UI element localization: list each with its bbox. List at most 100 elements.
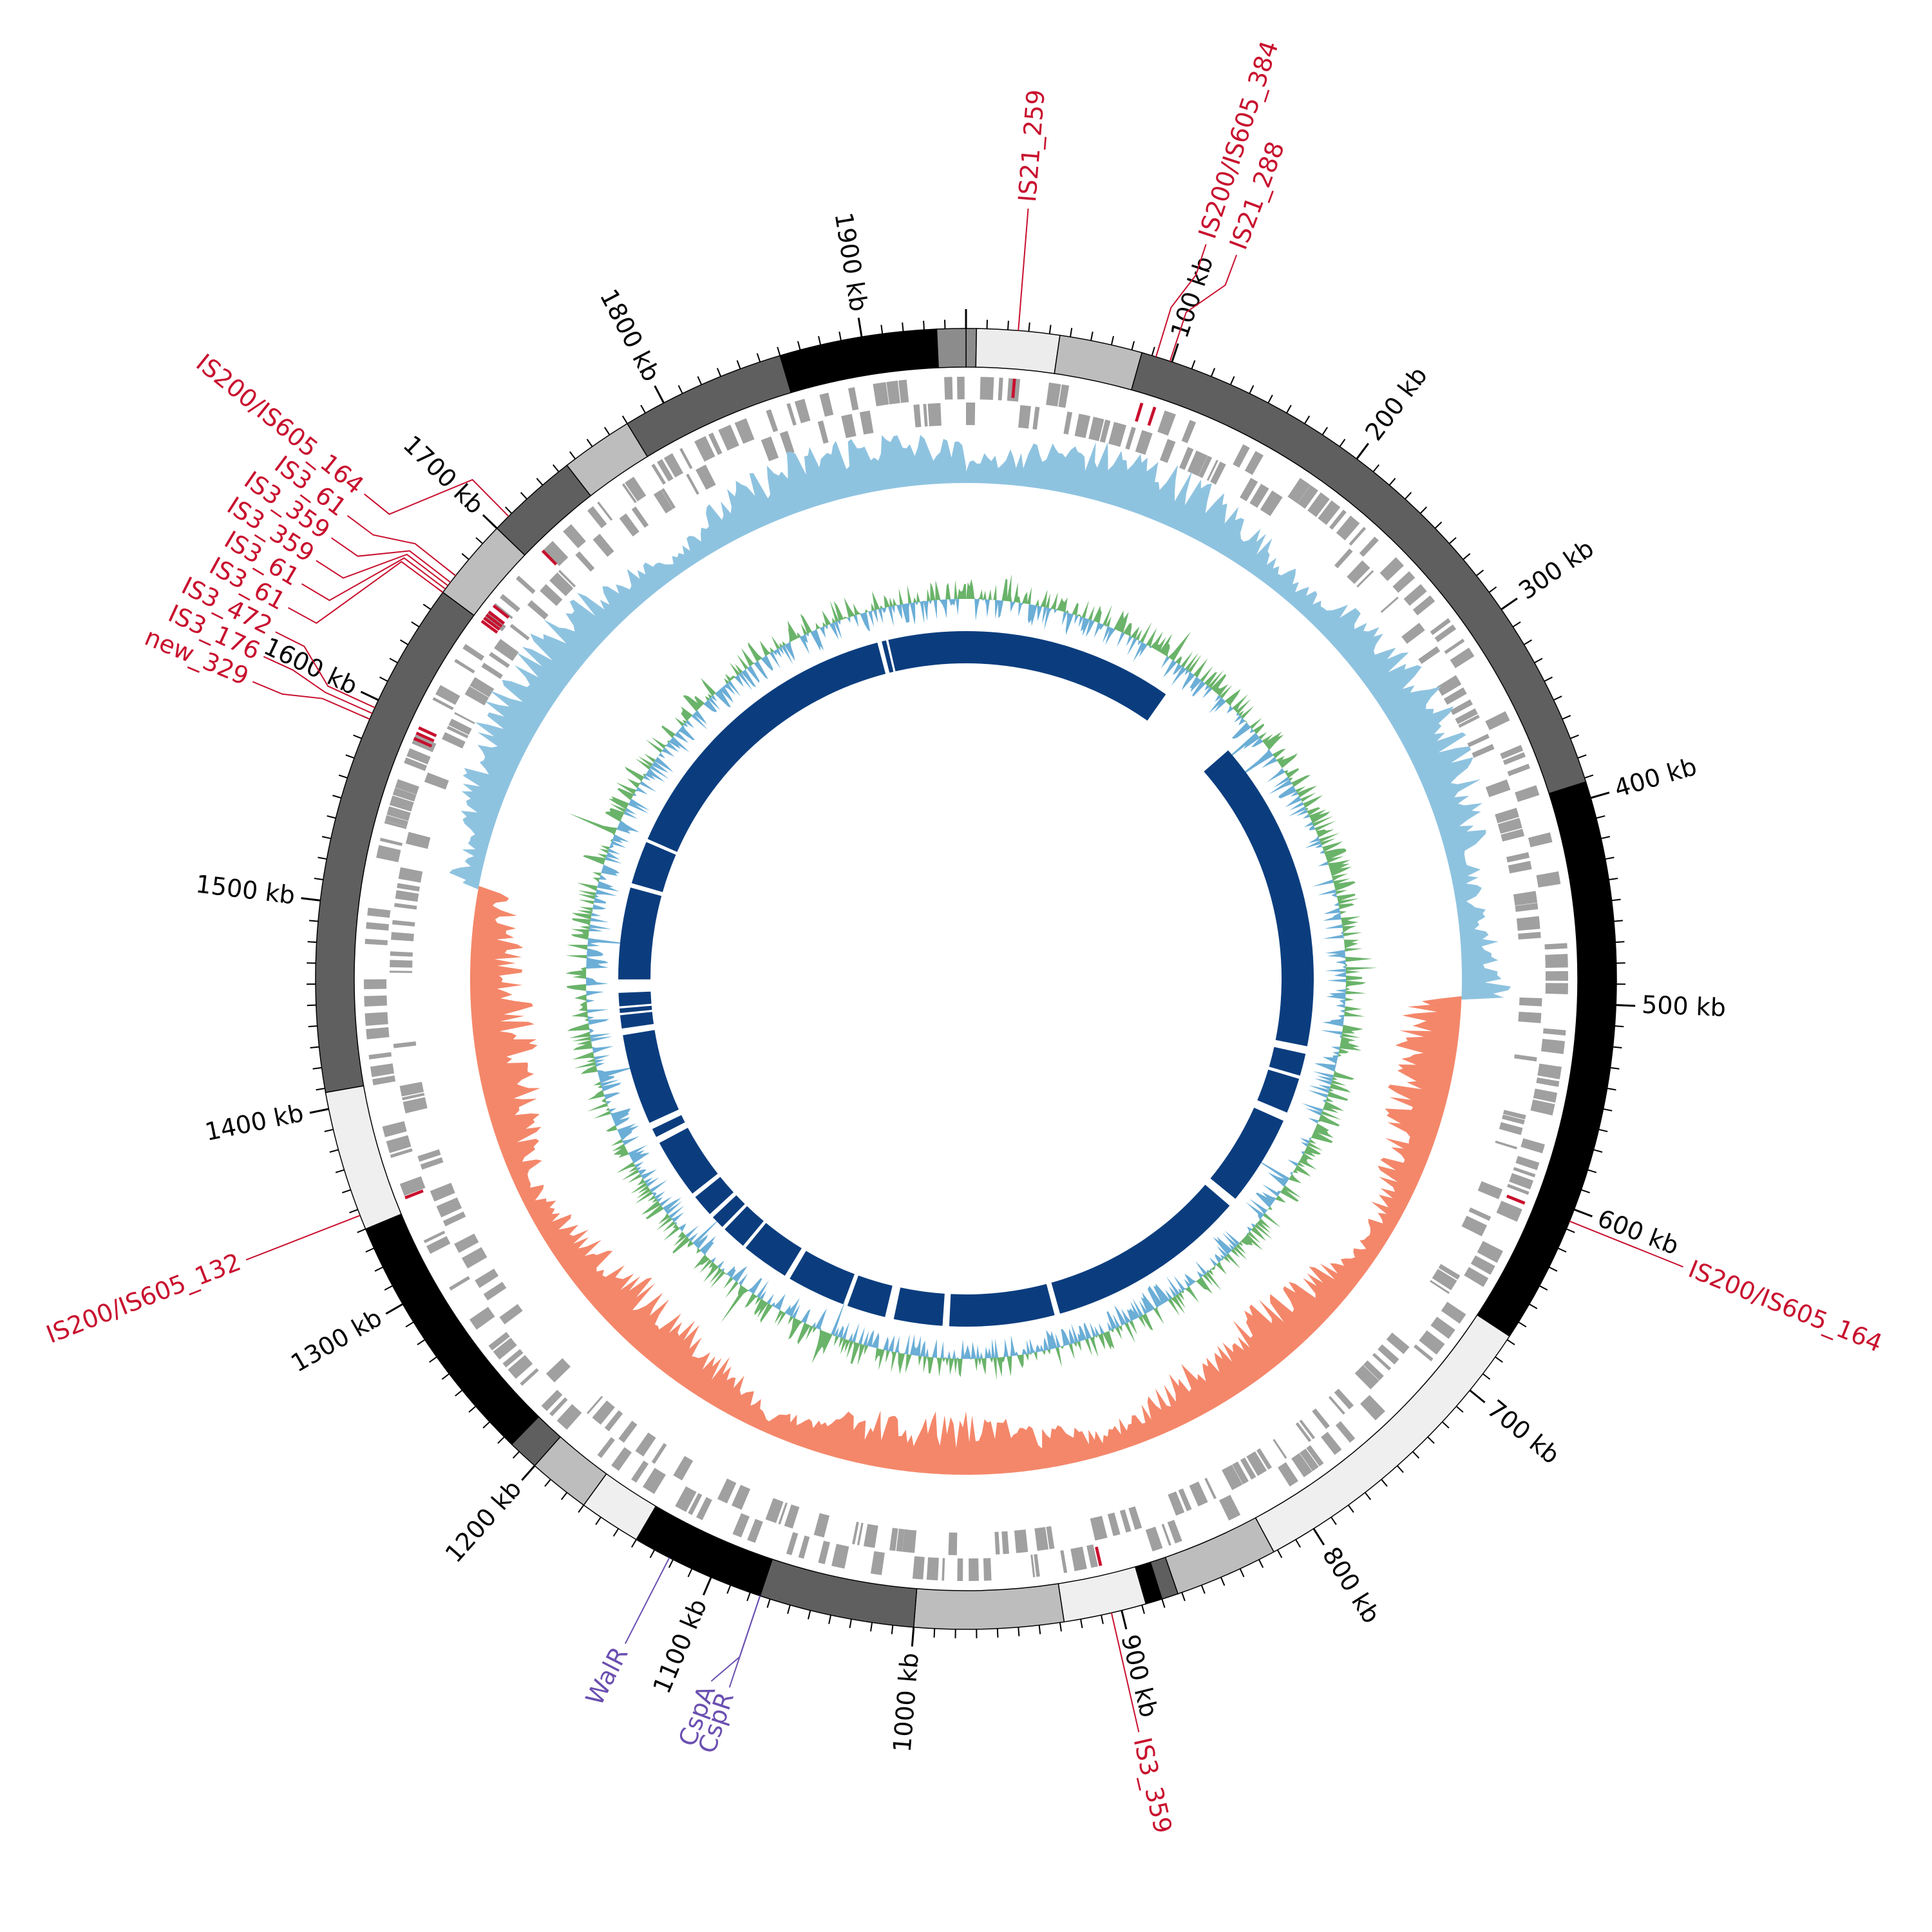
backbone-segment xyxy=(1164,1517,1275,1595)
is-element-mark xyxy=(415,732,435,743)
backbone-segment xyxy=(759,1558,918,1628)
gene-feature xyxy=(1063,411,1073,435)
is-element-label: IS200/IS605_164 xyxy=(1685,1255,1886,1358)
gene-feature xyxy=(1018,404,1031,429)
gene-feature xyxy=(957,377,965,400)
minor-tick xyxy=(384,1285,393,1291)
gene-feature xyxy=(1328,1396,1345,1415)
major-tick xyxy=(1171,343,1179,363)
backbone-segment xyxy=(325,1085,402,1230)
gene-feature xyxy=(1414,1344,1434,1361)
gene-feature xyxy=(1536,1077,1560,1087)
gene-feature xyxy=(384,820,407,829)
gene-feature xyxy=(1125,426,1136,450)
gene-feature xyxy=(1198,455,1213,478)
gene-feature xyxy=(983,1558,992,1581)
minor-tick xyxy=(1229,376,1235,385)
gene-feature xyxy=(592,1400,615,1425)
minor-tick xyxy=(1080,1619,1083,1629)
gene-feature xyxy=(1450,699,1473,715)
homology-block xyxy=(1210,1108,1283,1199)
minor-tick xyxy=(461,553,469,560)
gene-feature xyxy=(509,623,530,641)
gene-feature xyxy=(1347,560,1370,584)
gene-feature xyxy=(732,1513,750,1538)
gene-feature xyxy=(1070,1546,1087,1571)
gene-feature xyxy=(859,410,874,435)
gene-feature xyxy=(1336,515,1360,541)
gene-feature xyxy=(1334,1388,1354,1410)
is-element-mark xyxy=(1095,1546,1103,1566)
minor-tick xyxy=(1434,521,1443,529)
gene-feature xyxy=(442,1211,466,1227)
gene-feature xyxy=(475,1268,499,1288)
gene-feature xyxy=(813,1513,830,1538)
gene-feature xyxy=(1516,916,1540,931)
gene-feature xyxy=(1508,860,1532,874)
minor-tick xyxy=(1419,506,1427,514)
major-tick xyxy=(1121,1610,1128,1630)
minor-tick xyxy=(411,621,420,628)
gene-feature xyxy=(1434,624,1457,643)
major-tick xyxy=(482,514,498,529)
minor-tick xyxy=(1427,1436,1435,1444)
homology-block xyxy=(847,1275,893,1318)
gene-feature xyxy=(1403,584,1427,606)
gene-feature xyxy=(1099,419,1111,443)
gene-feature xyxy=(389,795,414,812)
minor-tick xyxy=(1463,553,1471,560)
minor-tick xyxy=(405,1321,414,1328)
minor-tick xyxy=(1605,857,1615,860)
backbone-segment xyxy=(1054,334,1143,391)
minor-tick xyxy=(1007,321,1009,330)
minor-tick xyxy=(880,325,884,334)
gene-feature xyxy=(1210,461,1226,485)
minor-tick xyxy=(838,331,842,341)
minor-tick xyxy=(324,1128,334,1133)
gene-feature xyxy=(1145,1526,1163,1552)
tick-label: 900 kb xyxy=(1115,1632,1163,1720)
minor-tick xyxy=(1581,1189,1590,1194)
homology-block xyxy=(790,1251,855,1305)
minor-tick xyxy=(1600,836,1611,840)
gene-feature xyxy=(592,533,614,557)
homology-ring xyxy=(618,631,1314,1327)
minor-tick xyxy=(1131,341,1135,350)
gc-content-track xyxy=(565,574,1378,1380)
minor-tick xyxy=(1220,1577,1226,1586)
gene-feature xyxy=(461,1247,488,1269)
tick-label: 1400 kb xyxy=(203,1099,307,1146)
minor-tick xyxy=(1534,658,1543,664)
homology-block xyxy=(620,1012,654,1029)
homology-block xyxy=(1051,1184,1230,1314)
gene-feature xyxy=(1244,451,1264,475)
tick-label: 1900 kb xyxy=(829,211,873,314)
gene-feature xyxy=(494,639,519,661)
gene-feature xyxy=(898,379,909,403)
minor-tick xyxy=(1381,1479,1388,1487)
gene-feature xyxy=(1430,1280,1450,1294)
minor-tick xyxy=(1210,368,1216,377)
is-element-leader xyxy=(331,537,451,583)
tick-label: 1200 kb xyxy=(440,1475,527,1568)
gene-feature xyxy=(500,594,520,612)
minor-tick xyxy=(1529,1303,1538,1309)
minor-tick xyxy=(327,815,336,819)
gene-feature xyxy=(395,779,419,795)
gene-feature xyxy=(1501,829,1525,842)
minor-tick xyxy=(353,734,362,739)
minor-tick xyxy=(1038,1625,1041,1634)
minor-tick xyxy=(736,360,741,370)
gene-feature xyxy=(1291,1453,1312,1477)
gene-feature xyxy=(1107,1512,1121,1537)
gene-feature xyxy=(1090,1515,1108,1541)
gene-feature xyxy=(761,436,779,462)
gene-feature xyxy=(1392,571,1416,593)
gene-feature xyxy=(1503,1110,1526,1120)
gene-feature xyxy=(493,1338,517,1360)
gene-feature xyxy=(399,1081,424,1097)
gene-feature xyxy=(426,1236,451,1255)
gene-feature xyxy=(1515,785,1540,802)
gene-feature xyxy=(1157,410,1176,436)
gene-feature xyxy=(365,938,388,945)
